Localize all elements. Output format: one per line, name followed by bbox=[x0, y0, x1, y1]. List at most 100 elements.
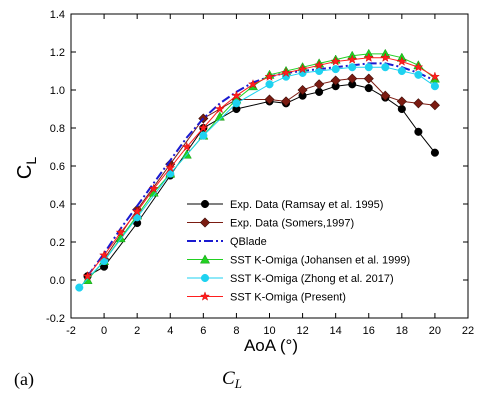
data-point bbox=[413, 62, 424, 72]
data-point bbox=[381, 63, 390, 72]
x-axis-label: AoA (°) bbox=[244, 336, 298, 355]
data-point bbox=[198, 122, 209, 133]
data-point bbox=[200, 273, 210, 283]
data-point bbox=[214, 111, 225, 121]
caption-symbol-sub: L bbox=[234, 376, 242, 391]
y-tick-label: 0.2 bbox=[50, 237, 65, 249]
data-point bbox=[165, 162, 176, 173]
legend-label: QBlade bbox=[230, 236, 267, 248]
y-tick-label: 0.6 bbox=[50, 161, 65, 173]
data-point bbox=[430, 82, 439, 91]
caption-symbol-main: C bbox=[222, 368, 235, 389]
data-point bbox=[297, 63, 308, 74]
data-point bbox=[364, 63, 373, 72]
data-point bbox=[429, 71, 440, 81]
y-tick-label: 0.0 bbox=[50, 275, 65, 287]
data-point bbox=[199, 217, 211, 228]
data-point bbox=[314, 79, 325, 90]
data-point bbox=[248, 79, 258, 89]
data-point bbox=[414, 127, 423, 136]
legend-label: SST K-Omiga (Johansen et al. 1999) bbox=[230, 255, 410, 267]
data-point bbox=[330, 56, 341, 66]
x-tick-label: 22 bbox=[462, 325, 474, 337]
data-point bbox=[214, 103, 225, 114]
data-point bbox=[132, 206, 143, 216]
series-2 bbox=[99, 73, 440, 265]
data-point bbox=[115, 227, 126, 237]
y-tick-label: 1.0 bbox=[50, 85, 65, 97]
data-point bbox=[380, 90, 391, 101]
data-point bbox=[348, 63, 357, 72]
data-point bbox=[115, 233, 126, 243]
series-layer bbox=[75, 48, 440, 292]
data-point bbox=[364, 84, 373, 93]
x-tick-label: 6 bbox=[200, 325, 206, 337]
axis-ticks: -2 0 2 4 6 8 10 12 14 16 18 20 22 -0.2 0.0 0.2 0.4 0.6 0.8… bbox=[46, 9, 474, 337]
legend-entry-4: SST K-Omiga (Johansen et al. 1999) bbox=[187, 254, 410, 267]
y-axis-label-main: C bbox=[14, 165, 36, 179]
data-point bbox=[330, 75, 341, 86]
legend-label: Exp. Data (Somers,1997) bbox=[230, 218, 354, 230]
data-point bbox=[148, 183, 159, 193]
data-point bbox=[181, 141, 192, 152]
data-point bbox=[429, 100, 440, 111]
data-point bbox=[265, 80, 274, 89]
y-tick-label: 1.4 bbox=[50, 9, 65, 21]
data-point bbox=[396, 96, 407, 107]
legend-entry-3: QBlade bbox=[187, 236, 267, 248]
x-tick-label: 18 bbox=[396, 325, 408, 337]
legend: Exp. Data (Ramsay et al. 1995) Exp. Data … bbox=[187, 199, 410, 304]
x-tick-label: -2 bbox=[66, 325, 76, 337]
figure-caption-label: (a) bbox=[14, 369, 34, 389]
legend-label: Exp. Data (Ramsay et al. 1995) bbox=[230, 199, 383, 211]
x-tick-label: 2 bbox=[134, 325, 140, 337]
data-point bbox=[347, 73, 358, 84]
x-tick-label: 14 bbox=[330, 325, 342, 337]
y-tick-label: 0.8 bbox=[50, 123, 65, 135]
x-tick-label: 10 bbox=[263, 325, 275, 337]
data-point bbox=[199, 254, 211, 264]
data-point bbox=[413, 98, 424, 109]
x-tick-label: 20 bbox=[429, 325, 441, 337]
y-axis-label-sub: L bbox=[23, 157, 39, 165]
y-axis-label: CL bbox=[14, 157, 39, 179]
data-point bbox=[397, 66, 406, 76]
data-point bbox=[82, 271, 93, 281]
legend-entry-6: SST K-Omiga (Present) bbox=[187, 291, 346, 304]
y-tick-label: -0.2 bbox=[46, 313, 65, 325]
data-point bbox=[297, 84, 308, 96]
y-tick-label: 1.2 bbox=[50, 47, 65, 59]
data-point bbox=[314, 60, 325, 70]
data-point bbox=[232, 99, 241, 108]
data-point bbox=[281, 67, 291, 78]
series-1 bbox=[83, 80, 439, 281]
data-point bbox=[347, 54, 358, 64]
series-6 bbox=[82, 52, 440, 281]
legend-entry-2: Exp. Data (Somers,1997) bbox=[187, 217, 354, 230]
data-point bbox=[414, 70, 423, 79]
legend-label: SST K-Omiga (Zhong et al. 2017) bbox=[230, 273, 394, 285]
data-point bbox=[231, 90, 242, 100]
data-point bbox=[264, 94, 275, 105]
y-tick-label: 0.4 bbox=[50, 199, 65, 211]
series-line bbox=[103, 78, 435, 260]
x-tick-label: 4 bbox=[167, 325, 173, 337]
data-point bbox=[200, 199, 210, 209]
data-point bbox=[75, 283, 84, 292]
data-point bbox=[380, 52, 391, 62]
figure-caption-symbol: CL bbox=[222, 367, 242, 391]
data-point bbox=[200, 291, 210, 301]
legend-entry-5: SST K-Omiga (Zhong et al. 2017) bbox=[187, 273, 394, 285]
data-point bbox=[430, 148, 439, 157]
legend-entry-1: Exp. Data (Ramsay et al. 1995) bbox=[187, 199, 383, 211]
data-point bbox=[396, 56, 407, 66]
x-tick-label: 16 bbox=[363, 325, 375, 337]
data-point bbox=[363, 73, 374, 84]
legend-label: SST K-Omiga (Present) bbox=[230, 292, 346, 304]
data-point bbox=[281, 96, 292, 107]
x-tick-label: 12 bbox=[296, 325, 308, 337]
data-point bbox=[331, 65, 340, 74]
series-4 bbox=[82, 48, 440, 284]
data-point bbox=[199, 131, 208, 140]
data-point bbox=[363, 52, 374, 62]
